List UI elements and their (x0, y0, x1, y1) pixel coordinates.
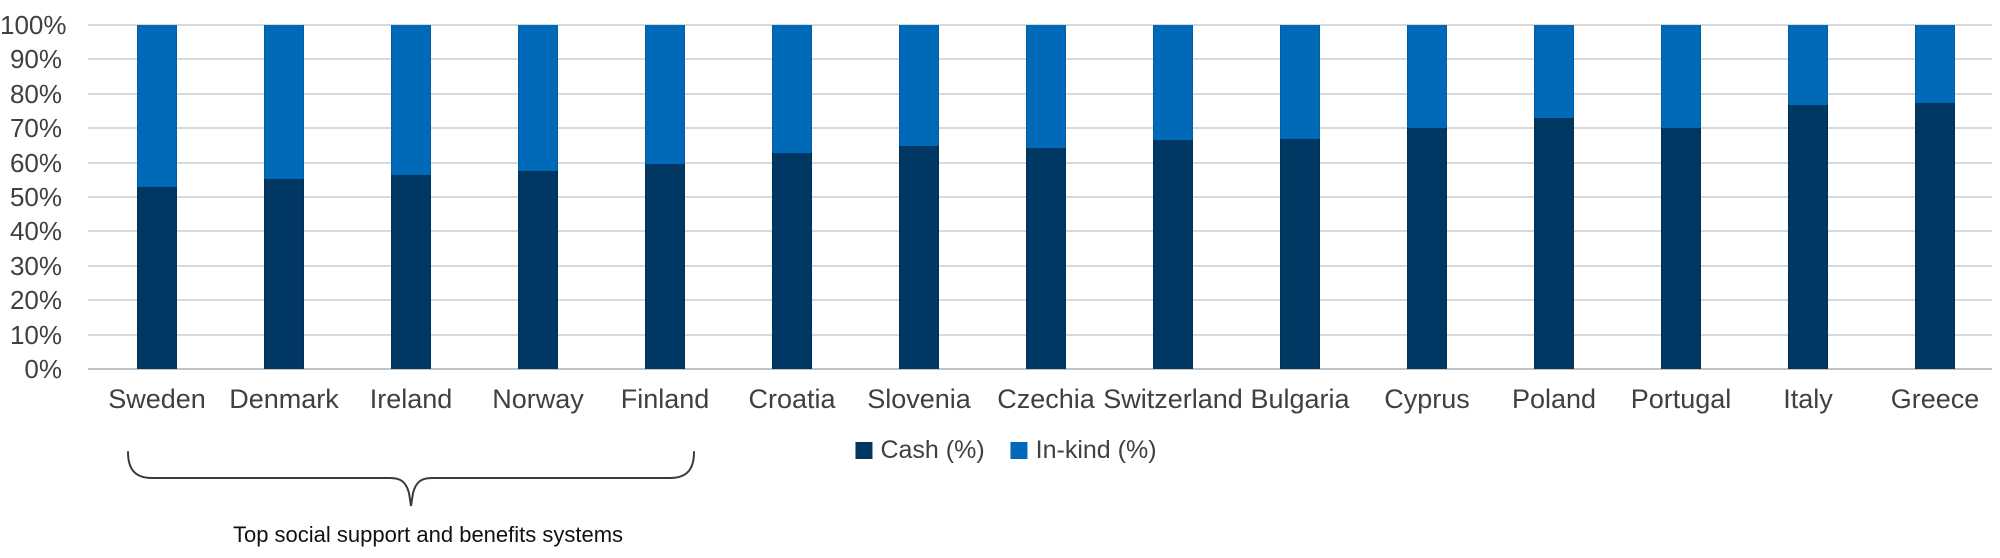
bar-inkind-segment (1534, 25, 1574, 118)
bar-cash-segment (1534, 118, 1574, 369)
bar-cash-segment (137, 187, 177, 369)
x-axis-label: Ireland (369, 384, 453, 414)
bar-cash-segment (772, 153, 812, 369)
x-axis-label: Slovenia (867, 384, 971, 414)
x-axis-label: Switzerland (1103, 384, 1243, 414)
bar-inkind-segment (1153, 25, 1193, 140)
bar-cash-segment (1153, 140, 1193, 369)
x-axis-label: Croatia (748, 384, 836, 414)
bar-inkind-segment (1026, 25, 1066, 148)
bar-inkind-segment (1407, 25, 1447, 128)
y-axis-label: 20% (9, 285, 62, 316)
legend-swatch-inkind (1010, 442, 1028, 459)
y-axis-label: 10% (9, 319, 62, 350)
x-axis-label: Cyprus (1384, 384, 1470, 414)
y-axis-label: 70% (9, 113, 62, 144)
bracket-path (127, 451, 695, 507)
legend: Cash (%) In-kind (%) (855, 436, 1157, 465)
bar-cash-segment (899, 146, 939, 369)
legend-label-cash: Cash (%) (880, 436, 985, 464)
legend-item-inkind: In-kind (%) (1010, 436, 1157, 465)
x-axis-label: Poland (1511, 384, 1597, 414)
bracket-annotation (127, 451, 695, 507)
x-axis-label: Finland (620, 384, 710, 414)
bar-cash-segment (645, 164, 685, 369)
bar-inkind-segment (772, 25, 812, 153)
legend-swatch-cash (855, 442, 873, 459)
legend-label-inkind: In-kind (%) (1035, 436, 1157, 464)
y-axis-label: 50% (9, 182, 62, 212)
x-axis-label: Denmark (229, 384, 339, 414)
bar-cash-segment (1280, 139, 1320, 369)
x-axis-label: Bulgaria (1250, 384, 1350, 414)
y-axis-label: 100% (0, 10, 67, 40)
x-axis-line (88, 368, 1992, 370)
bar-cash-segment (1788, 105, 1828, 369)
bar-inkind-segment (1661, 25, 1701, 128)
bar-inkind-segment (899, 25, 939, 146)
bar-inkind-segment (518, 25, 558, 171)
x-axis-label: Sweden (108, 384, 206, 414)
bar-inkind-segment (391, 25, 431, 175)
y-axis-label: 90% (9, 44, 62, 75)
bar-inkind-segment (264, 25, 304, 179)
bar-inkind-segment (1788, 25, 1828, 105)
bracket-label: Top social support and benefits systems (232, 522, 624, 547)
y-axis-label: 0% (24, 354, 62, 384)
bar-cash-segment (518, 171, 558, 369)
bar-cash-segment (264, 179, 304, 369)
x-axis-label: Portugal (1630, 384, 1732, 414)
bar-inkind-segment (645, 25, 685, 164)
x-axis-label: Italy (1783, 384, 1833, 414)
x-axis-label: Czechia (997, 384, 1095, 414)
bar-inkind-segment (137, 25, 177, 187)
y-axis-label: 60% (9, 147, 62, 178)
bar-cash-segment (1026, 148, 1066, 369)
y-axis-label: 30% (9, 250, 62, 281)
bar-cash-segment (1661, 128, 1701, 369)
x-axis-label: Greece (1890, 384, 1980, 414)
bar-inkind-segment (1280, 25, 1320, 139)
bar-cash-segment (391, 175, 431, 369)
y-axis-label: 40% (9, 216, 62, 247)
y-axis-label: 80% (9, 78, 62, 109)
x-axis-label: Norway (492, 384, 584, 414)
legend-item-cash: Cash (%) (855, 436, 985, 465)
bar-inkind-segment (1915, 25, 1955, 103)
bar-cash-segment (1407, 128, 1447, 369)
bar-cash-segment (1915, 103, 1955, 369)
